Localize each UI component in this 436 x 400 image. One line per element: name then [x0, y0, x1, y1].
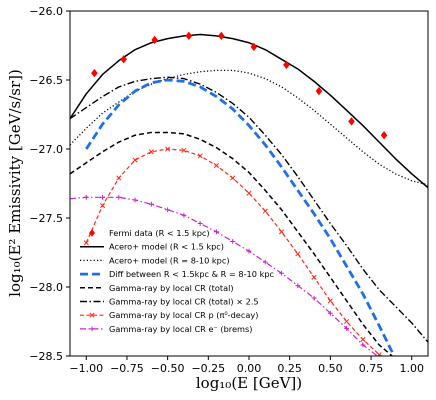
fermi-data-point — [218, 31, 225, 41]
x-axis-title: log₁₀(E [GeV]) — [196, 374, 302, 392]
brems-point — [327, 310, 333, 316]
series-line-4 — [70, 131, 394, 356]
legend-diamond-marker — [89, 229, 95, 237]
fermi-data-point — [283, 60, 290, 70]
legend-label: Gamma-ray by local CR e⁻ (brems) — [109, 324, 252, 334]
pion-decay-point — [327, 298, 333, 304]
x-tick-label: 0.00 — [237, 362, 262, 375]
legend-x-marker — [89, 312, 95, 318]
legend-entry: Gamma-ray by local CR (total) — [80, 283, 234, 293]
legend-entry: Acero+ model (R < 1.5 kpc) — [80, 242, 224, 252]
series-line-1 — [70, 33, 428, 189]
fermi-data-point — [250, 42, 258, 52]
pion-decay-point — [385, 357, 389, 361]
x-tick-label: −0.25 — [191, 362, 225, 375]
y-axis-title: log₁₀(E² Emissivity [GeV/s/sr]) — [6, 69, 24, 297]
marker-layer — [91, 31, 388, 140]
legend: Fermi data (R < 1.5 kpc) Acero+ model (R … — [80, 228, 274, 334]
legend-label: Diff between R < 1.5kpc & R = 8-10 kpc — [109, 269, 274, 279]
pion-decay-point — [360, 336, 366, 342]
legend-entry: Gamma-ray by local CR e⁻ (brems) — [80, 324, 252, 334]
x-tick-label: −0.75 — [110, 362, 144, 375]
fermi-data-point — [348, 117, 355, 126]
brems-point — [116, 194, 122, 200]
pion-decay-point — [213, 163, 220, 169]
pion-decay-point — [132, 157, 138, 163]
brems-point — [262, 259, 268, 265]
pion-decay-point — [295, 251, 301, 257]
pion-decay-point — [116, 175, 122, 181]
axis-layer: −1.00 −0.75 −0.50 −0.25 0.00 0.25 0.50 0.75 1.00… — [29, 5, 424, 375]
legend-entry: Acero+ model (R = 8-10 kpc) — [80, 255, 230, 265]
legend-label: Gamma-ray by local CR p (π⁰-decay) — [109, 310, 258, 320]
brems-point — [197, 221, 203, 226]
legend-label: Acero+ model (R = 8-10 kpc) — [109, 255, 230, 265]
brems-point — [246, 248, 252, 254]
brems-point — [165, 207, 171, 213]
brems-point — [344, 326, 350, 331]
pion-decay-point — [230, 175, 236, 181]
x-tick-label: 1.00 — [399, 362, 424, 375]
series-line-5 — [70, 76, 428, 343]
fermi-data-point — [91, 68, 98, 78]
pion-decay-point — [278, 229, 285, 235]
pion-decay-point — [181, 147, 187, 153]
y-tick-label: −27.0 — [29, 143, 63, 156]
series-line-6 — [85, 148, 384, 356]
series-layer — [70, 33, 428, 361]
fermi-data-point — [315, 86, 323, 96]
brems-point — [311, 295, 317, 301]
brems-point — [295, 283, 301, 289]
y-tick-label: −26.5 — [29, 74, 63, 87]
pion-decay-point — [376, 352, 382, 356]
brems-point — [132, 197, 138, 203]
brems-point — [360, 342, 366, 348]
pion-decay-point — [246, 190, 252, 196]
fermi-data-point — [185, 31, 193, 41]
legend-entry: Gamma-ray by local CR p (π⁰-decay) — [80, 310, 258, 320]
legend-entry: Gamma-ray by local CR (total) × 2.5 — [80, 297, 259, 307]
legend-label: Gamma-ray by local CR (total) × 2.5 — [109, 297, 259, 307]
fermi-data-point — [151, 35, 158, 45]
y-tick-label: −27.5 — [29, 212, 63, 225]
series-line-2 — [70, 69, 428, 186]
y-tick-label: −28.0 — [29, 281, 63, 294]
x-tick-label: 0.50 — [318, 362, 343, 375]
pion-decay-point — [83, 240, 89, 246]
brems-point — [214, 229, 219, 235]
series-line-7 — [70, 196, 379, 356]
legend-entry: Diff between R < 1.5kpc & R = 8-10 kpc — [80, 269, 274, 279]
brems-point — [83, 194, 89, 200]
pion-decay-point — [165, 146, 171, 152]
x-tick-label: 0.25 — [277, 362, 302, 375]
y-tick-label: −26.0 — [29, 5, 63, 18]
pion-decay-point — [99, 203, 106, 209]
x-tick-label: −1.00 — [69, 362, 103, 375]
brems-point — [100, 194, 105, 200]
pion-decay-point — [262, 208, 268, 214]
pion-decay-point — [148, 149, 154, 155]
x-tick-label: 0.75 — [359, 362, 384, 375]
legend-label: Acero+ model (R < 1.5 kpc) — [109, 242, 224, 252]
legend-label: Gamma-ray by local CR (total) — [109, 283, 234, 293]
brems-point — [230, 239, 236, 244]
brems-point — [279, 270, 284, 276]
legend-plus-marker — [89, 326, 95, 332]
fermi-data-point — [380, 131, 388, 140]
pion-decay-point — [344, 318, 350, 325]
y-tick-label: −28.5 — [29, 350, 63, 363]
legend-label: Fermi data (R < 1.5 kpc) — [109, 228, 210, 238]
brems-point — [70, 196, 73, 202]
brems-point — [148, 201, 154, 207]
pion-decay-point — [311, 274, 317, 280]
legend-entry: Fermi data (R < 1.5 kpc) — [89, 228, 210, 238]
pion-decay-point — [197, 153, 203, 159]
x-tick-label: −0.50 — [151, 362, 185, 375]
series-line-3 — [85, 78, 396, 356]
brems-point — [181, 212, 187, 218]
fermi-data-point — [120, 55, 127, 64]
